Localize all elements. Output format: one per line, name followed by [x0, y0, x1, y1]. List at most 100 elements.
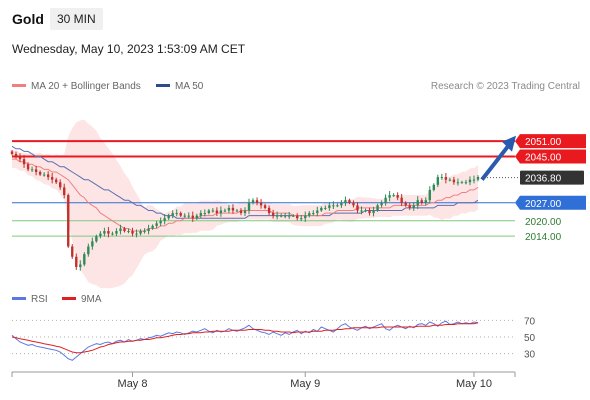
candle-body: [183, 215, 186, 217]
candle-body: [99, 233, 102, 237]
candle-body: [227, 207, 231, 211]
candle-body: [472, 179, 476, 181]
candle-body: [364, 210, 367, 212]
candle-body: [139, 231, 142, 234]
candle-body: [412, 205, 415, 208]
candle-body: [388, 195, 391, 198]
candle-body: [131, 231, 134, 234]
candle-body: [103, 231, 106, 234]
candle-body: [296, 215, 299, 219]
candle-body: [408, 205, 411, 208]
candle-body: [380, 202, 383, 206]
candle-body: [123, 228, 126, 232]
candle-body: [54, 179, 58, 183]
candle-body: [263, 205, 267, 208]
candle-body: [396, 195, 399, 198]
candle-body: [384, 197, 387, 203]
candle-body: [376, 205, 379, 211]
candle-body: [163, 218, 166, 221]
candle-body: [440, 177, 444, 179]
candle-body: [235, 210, 239, 212]
candle-body: [119, 228, 122, 232]
candle-body: [219, 210, 223, 214]
candle-body: [344, 200, 347, 203]
candle-body: [456, 182, 460, 184]
candle-body: [171, 213, 174, 216]
candle-body: [372, 210, 375, 214]
timeframe-button[interactable]: 30 MIN: [50, 8, 103, 30]
candle-body: [283, 215, 287, 217]
candle-body: [26, 164, 30, 170]
candle-body: [191, 215, 194, 219]
level-label-2045.00: 2045.00: [525, 153, 562, 164]
candle-body: [304, 215, 307, 219]
candle-body: [259, 202, 263, 206]
candle-body: [448, 179, 452, 181]
candle-body: [167, 215, 170, 219]
level-label-2020.00: 2020.00: [525, 217, 562, 228]
x-tick-label: May 9: [290, 378, 320, 390]
candle-body: [75, 256, 78, 268]
candle-body: [416, 200, 419, 206]
level-tag-2027.00: [515, 195, 586, 210]
candle-body: [251, 200, 255, 203]
candle-body: [420, 200, 423, 203]
candle-body: [83, 254, 86, 265]
rsi-ma-line: [11, 322, 479, 354]
candle-body: [215, 210, 219, 214]
legend-ma20: MA 20 + Bollinger Bands: [12, 81, 141, 92]
candle-body: [195, 215, 198, 219]
candle-body: [223, 210, 227, 212]
legend-rsi-label: RSI: [31, 294, 48, 305]
ma50-line: [11, 145, 479, 219]
candle-body: [356, 205, 359, 211]
candle-body: [300, 218, 303, 220]
legend-rsi-ma-label: 9MA: [81, 294, 102, 305]
candle-body: [348, 200, 351, 203]
candle-body: [400, 197, 403, 203]
candle-body: [316, 210, 319, 214]
candle-body: [468, 179, 472, 183]
candle-body: [179, 213, 182, 216]
candle-body: [267, 207, 271, 214]
candle-body: [324, 207, 327, 209]
x-tick-label: May 10: [456, 378, 492, 390]
candle-body: [424, 200, 427, 203]
candle-body: [207, 210, 211, 214]
candle-body: [352, 202, 355, 206]
candle-body: [464, 182, 468, 184]
candle-body: [460, 182, 464, 184]
candle-body: [476, 177, 480, 180]
candle-body: [320, 207, 323, 211]
candle-body: [428, 189, 431, 201]
current-price-label: 2036.80: [525, 174, 562, 185]
candle-body: [115, 231, 118, 234]
research-credit: Research © 2023 Trading Central: [430, 81, 580, 92]
candle-body: [279, 215, 283, 217]
candle-body: [211, 210, 215, 212]
candle-body: [95, 236, 98, 242]
rsi-line: [11, 320, 479, 361]
ma20-swatch: [12, 83, 26, 87]
candle-body: [255, 200, 259, 203]
legend-ma50: MA 50: [156, 81, 203, 92]
candle-body: [63, 187, 66, 196]
forecast-arrow-head: [502, 135, 516, 152]
candle-body: [143, 231, 146, 233]
candle-body: [287, 215, 291, 217]
candle-body: [271, 213, 275, 216]
candle-body: [34, 169, 38, 172]
candle-body: [79, 264, 82, 268]
chart-datetime: Wednesday, May 10, 2023 1:53:09 AM CET: [12, 42, 246, 56]
candle-body: [135, 233, 138, 235]
symbol-title: Gold: [12, 11, 44, 27]
candle-body: [231, 207, 235, 211]
candle-body: [444, 177, 448, 180]
candle-body: [312, 213, 315, 215]
candle-body: [67, 195, 70, 247]
candle-body: [18, 156, 22, 160]
candle-body: [436, 177, 440, 185]
candle-body: [155, 223, 158, 226]
